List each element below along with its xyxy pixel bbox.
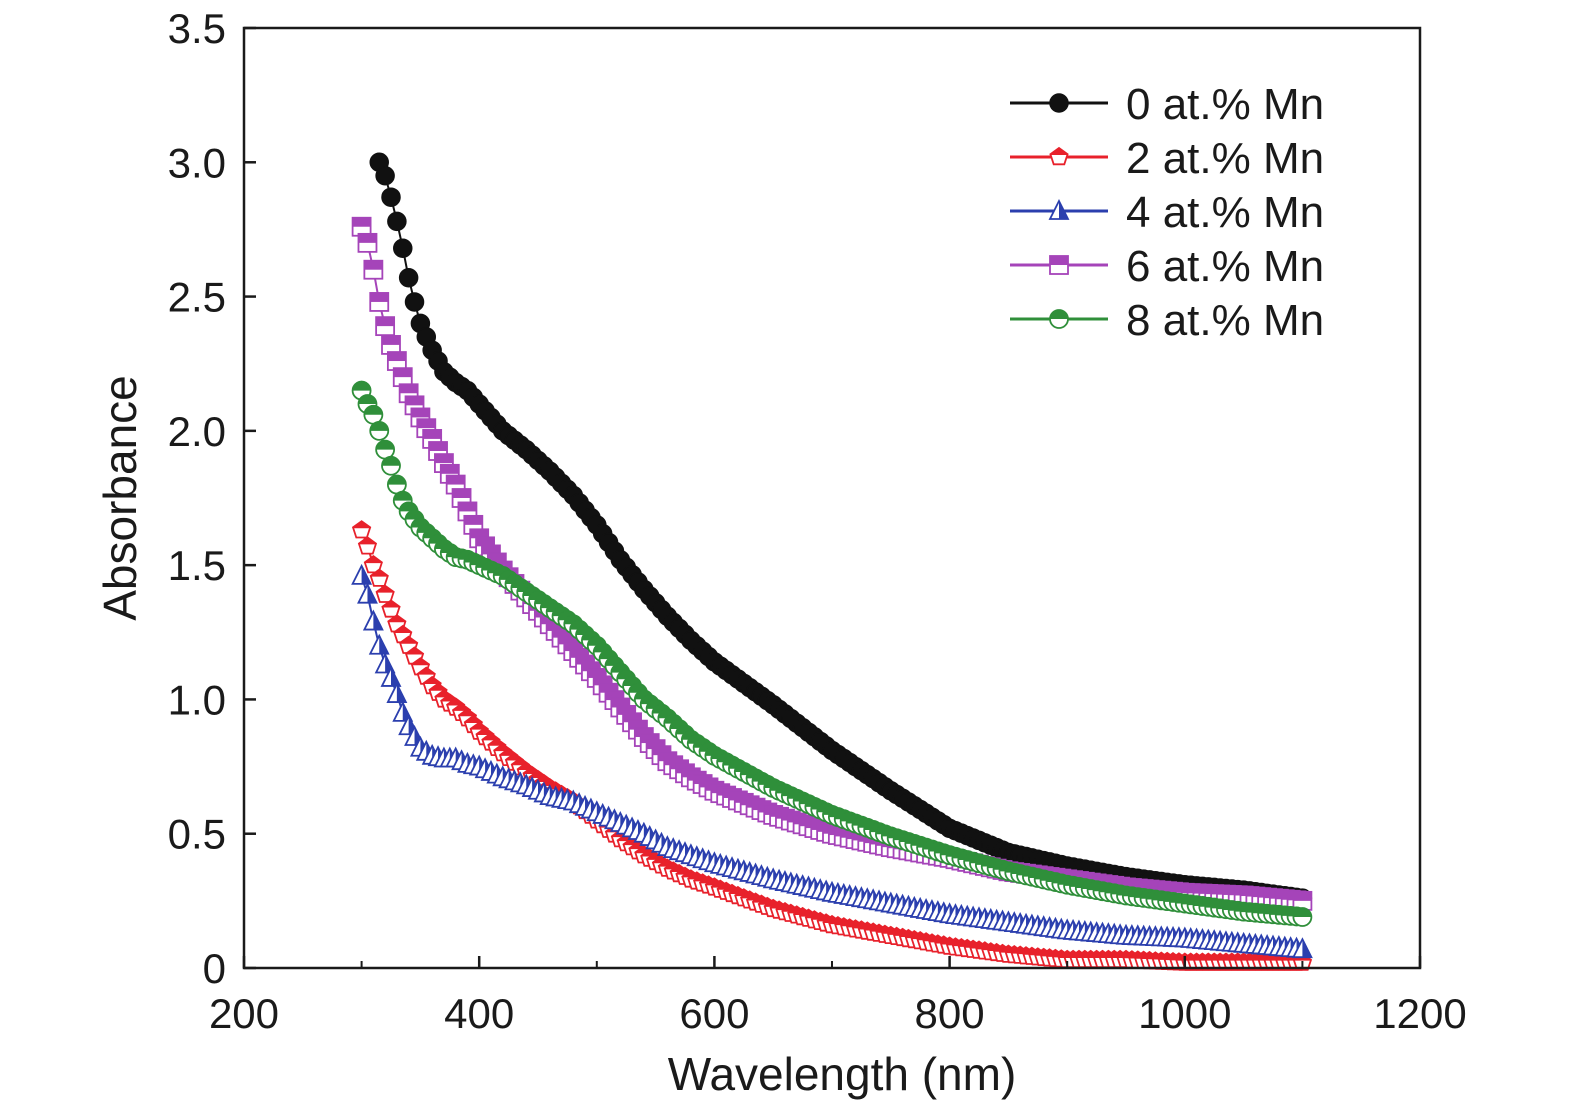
data-point xyxy=(381,599,401,618)
y-tick-label: 2.0 xyxy=(168,408,226,455)
y-tick-label: 1.0 xyxy=(168,676,226,723)
legend-label: 8 at.% Mn xyxy=(1126,296,1324,345)
legend-item: 4 at.% Mn xyxy=(1010,188,1324,237)
x-tick-label: 200 xyxy=(209,990,279,1037)
legend-label: 4 at.% Mn xyxy=(1126,188,1324,237)
data-point xyxy=(362,609,384,631)
data-point xyxy=(368,633,390,655)
data-point xyxy=(369,420,390,441)
x-tick-label: 400 xyxy=(444,990,514,1037)
data-point xyxy=(386,474,407,495)
series-2 xyxy=(351,563,1313,959)
data-point xyxy=(1292,907,1313,927)
data-point xyxy=(363,554,383,574)
data-point xyxy=(357,232,378,253)
x-tick-label: 1000 xyxy=(1138,990,1231,1037)
data-point xyxy=(393,238,413,258)
legend-marker xyxy=(1049,146,1069,166)
data-point xyxy=(369,292,390,312)
data-point xyxy=(404,292,425,312)
y-axis-title: Absorbance xyxy=(94,375,146,621)
data-point xyxy=(398,268,419,288)
legend-label: 2 at.% Mn xyxy=(1126,134,1324,183)
legend-item: 6 at.% Mn xyxy=(1010,242,1324,291)
data-point xyxy=(381,187,401,207)
data-point xyxy=(375,165,395,186)
data-point xyxy=(363,259,384,280)
data-point xyxy=(375,316,396,337)
legend-label: 0 at.% Mn xyxy=(1126,80,1324,129)
legend-marker xyxy=(1048,198,1070,220)
y-tick-label: 1.5 xyxy=(168,542,226,589)
legend-item: 0 at.% Mn xyxy=(1010,80,1324,129)
legend-marker xyxy=(1049,93,1069,113)
y-tick-label: 2.5 xyxy=(168,274,226,321)
legend-marker xyxy=(1049,255,1069,275)
x-tick-label: 1200 xyxy=(1373,990,1466,1037)
data-point xyxy=(375,439,396,460)
legend-marker xyxy=(1049,309,1069,329)
legend-item: 8 at.% Mn xyxy=(1010,296,1324,345)
data-point xyxy=(357,582,378,604)
y-tick-label: 3.0 xyxy=(168,139,226,186)
data-point xyxy=(357,536,378,555)
x-tick-label: 600 xyxy=(679,990,749,1037)
data-point xyxy=(351,520,372,539)
data-point xyxy=(386,682,408,703)
y-tick-label: 0.5 xyxy=(168,811,226,858)
legend-item: 2 at.% Mn xyxy=(1010,134,1324,183)
data-point xyxy=(351,216,372,237)
x-tick-label: 800 xyxy=(915,990,985,1037)
data-point xyxy=(380,665,402,687)
data-point xyxy=(351,563,373,585)
legend-label: 6 at.% Mn xyxy=(1126,242,1324,291)
data-point xyxy=(369,568,389,587)
data-point xyxy=(381,455,401,476)
series-4 xyxy=(351,380,1313,927)
x-axis-title: Wavelength (nm) xyxy=(668,1048,1017,1100)
y-tick-label: 3.5 xyxy=(168,5,226,52)
data-point xyxy=(387,211,407,232)
data-point xyxy=(1291,937,1313,959)
data-point xyxy=(392,367,413,388)
y-tick-label: 0 xyxy=(203,945,226,992)
data-point xyxy=(375,584,395,603)
